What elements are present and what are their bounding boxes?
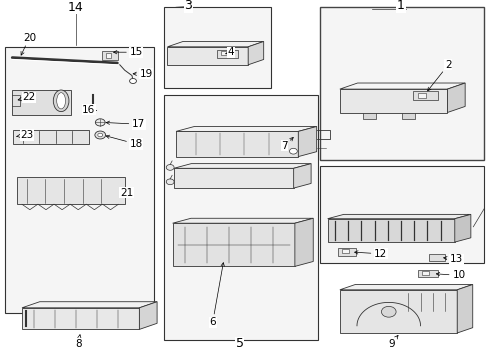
Polygon shape — [167, 47, 247, 65]
Circle shape — [95, 119, 105, 126]
Circle shape — [166, 179, 174, 185]
Polygon shape — [17, 177, 124, 204]
Text: 3: 3 — [184, 0, 192, 12]
Polygon shape — [339, 89, 447, 112]
Bar — [5, 47, 154, 313]
Ellipse shape — [57, 93, 65, 109]
Circle shape — [98, 133, 102, 137]
Ellipse shape — [53, 90, 69, 112]
Polygon shape — [456, 284, 472, 333]
Text: 10: 10 — [435, 270, 465, 280]
Bar — [428, 254, 444, 261]
Bar — [338, 248, 355, 256]
Polygon shape — [139, 302, 157, 329]
Polygon shape — [339, 83, 464, 89]
Circle shape — [381, 306, 395, 317]
Polygon shape — [167, 41, 263, 47]
Text: 9: 9 — [387, 336, 397, 349]
Circle shape — [95, 131, 105, 139]
Bar — [102, 51, 118, 60]
Text: 17: 17 — [106, 119, 145, 129]
Bar — [221, 51, 227, 55]
Polygon shape — [173, 164, 310, 168]
Circle shape — [289, 148, 297, 154]
Polygon shape — [172, 218, 313, 223]
Text: 20: 20 — [21, 33, 36, 55]
Polygon shape — [13, 130, 89, 144]
Polygon shape — [401, 112, 414, 119]
Polygon shape — [176, 126, 316, 131]
Bar — [163, 7, 271, 88]
Bar — [106, 53, 111, 58]
Polygon shape — [172, 223, 294, 266]
Bar — [320, 166, 483, 263]
Polygon shape — [339, 284, 472, 290]
Polygon shape — [294, 218, 313, 266]
Bar — [412, 91, 437, 100]
Polygon shape — [298, 126, 316, 157]
Text: 22: 22 — [18, 92, 36, 102]
Circle shape — [166, 165, 174, 170]
Polygon shape — [247, 41, 263, 65]
Polygon shape — [339, 290, 456, 333]
Text: 16: 16 — [82, 105, 95, 115]
Text: 11: 11 — [486, 204, 488, 214]
Bar — [320, 7, 483, 160]
Text: 2: 2 — [427, 60, 451, 91]
Polygon shape — [173, 168, 293, 188]
Text: 23: 23 — [17, 130, 34, 140]
Text: 5: 5 — [235, 337, 243, 350]
Text: 21: 21 — [120, 188, 133, 198]
Text: 4: 4 — [225, 47, 234, 57]
Text: 12: 12 — [354, 249, 386, 259]
Polygon shape — [327, 219, 454, 242]
Bar — [417, 93, 426, 98]
Bar — [421, 271, 428, 275]
Text: 13: 13 — [443, 254, 462, 264]
Circle shape — [129, 78, 136, 84]
Polygon shape — [362, 112, 375, 119]
Polygon shape — [293, 164, 310, 188]
Text: 14: 14 — [68, 1, 83, 14]
Polygon shape — [176, 131, 298, 157]
Polygon shape — [22, 302, 157, 308]
Text: 19: 19 — [133, 69, 152, 79]
Bar — [12, 90, 71, 115]
Text: 18: 18 — [106, 135, 142, 149]
Bar — [163, 95, 317, 340]
Text: 1: 1 — [396, 0, 404, 12]
Bar — [216, 50, 238, 58]
Bar — [417, 270, 437, 277]
Polygon shape — [454, 215, 470, 242]
Text: 6: 6 — [209, 263, 224, 327]
Text: 7: 7 — [281, 138, 293, 151]
Polygon shape — [22, 308, 139, 329]
Text: 8: 8 — [75, 335, 81, 349]
Polygon shape — [327, 215, 470, 219]
Text: 15: 15 — [113, 47, 142, 57]
Polygon shape — [447, 83, 464, 112]
Bar — [342, 249, 348, 253]
